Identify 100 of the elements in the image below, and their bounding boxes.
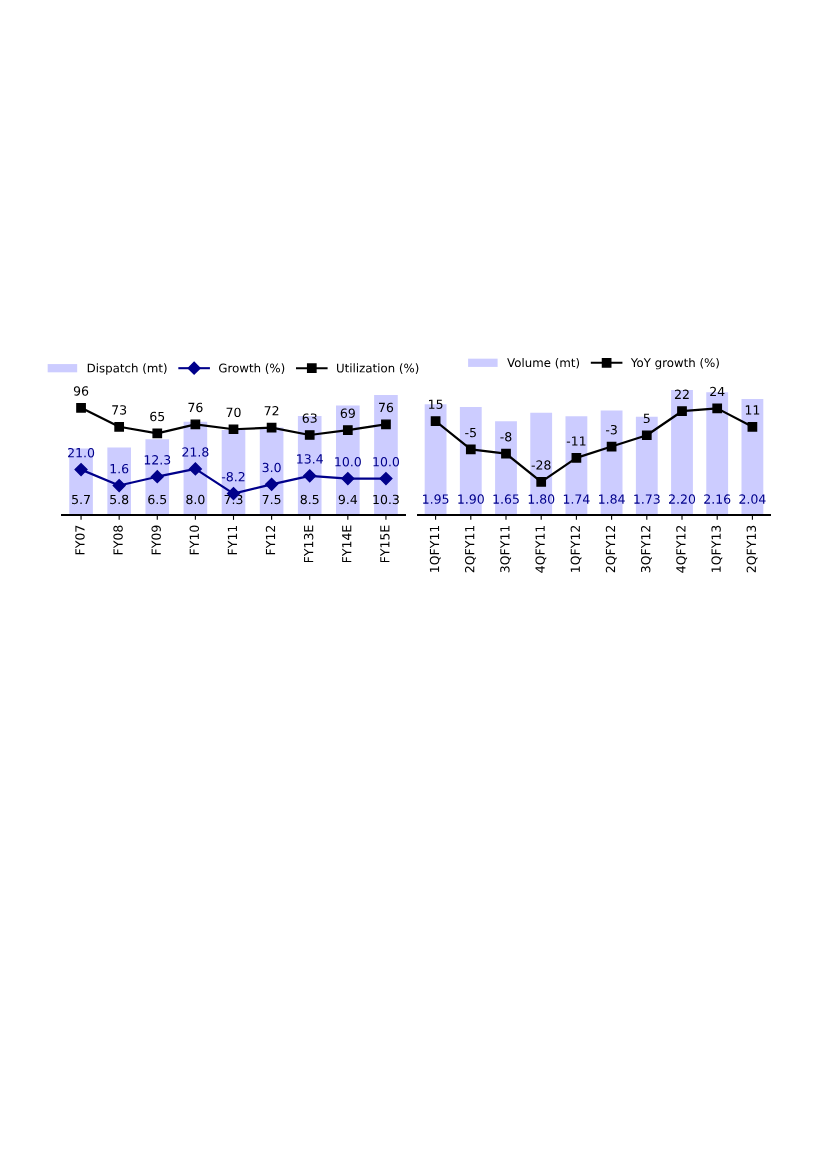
point — [379, 472, 393, 486]
data-label: 69 — [340, 408, 355, 418]
data-label: 5 — [643, 413, 650, 424]
point — [677, 406, 687, 417]
data-label: 1.90 — [458, 494, 484, 504]
point — [150, 470, 164, 484]
point — [76, 402, 86, 413]
point — [303, 469, 317, 483]
x-tick-label: 1QFY12 — [570, 525, 582, 572]
point — [571, 453, 582, 463]
data-label: 72 — [264, 406, 279, 416]
data-label: -3 — [605, 424, 617, 435]
legend-label: Volume (mt) — [507, 357, 580, 369]
data-label: 73 — [112, 405, 127, 415]
x-tick-label: 2QFY11 — [464, 525, 476, 573]
point — [712, 403, 723, 414]
data-label: -11 — [566, 436, 586, 446]
point — [381, 419, 391, 430]
bar — [374, 395, 398, 515]
point — [74, 462, 88, 477]
x-tick-label: FY13E — [303, 525, 314, 563]
data-label: 21.0 — [68, 447, 95, 458]
x-tick-label: FY10 — [189, 525, 200, 555]
bar — [565, 416, 588, 515]
point — [465, 444, 476, 455]
x-tick-label: 1QFY11 — [429, 525, 441, 572]
x-tick-label: FY09 — [151, 525, 161, 555]
data-label: 70 — [226, 407, 241, 418]
point — [501, 448, 511, 459]
data-label: 10.0 — [373, 457, 400, 467]
x-tick-label: 2QFY13 — [746, 525, 758, 573]
bar — [495, 421, 517, 515]
data-label: 10.0 — [335, 457, 361, 467]
x-tick-label: 4QFY12 — [676, 525, 688, 573]
data-label: 2.16 — [704, 494, 731, 504]
data-label: 5.8 — [110, 494, 129, 505]
data-label: 13.4 — [297, 454, 323, 464]
x-tick-label: FY08 — [113, 525, 123, 555]
data-label: 15 — [429, 399, 443, 409]
point — [304, 430, 315, 440]
x-tick-label: 3QFY12 — [640, 525, 652, 573]
data-label: 8.0 — [186, 494, 205, 505]
data-label: -28 — [531, 460, 551, 470]
point — [747, 421, 758, 432]
data-label: 2.20 — [669, 494, 696, 504]
data-label: 22 — [674, 389, 689, 399]
x-tick-label: FY11 — [227, 525, 237, 555]
data-label: 3.0 — [262, 462, 281, 473]
data-label: 5.7 — [72, 494, 90, 505]
point — [114, 421, 125, 432]
bar — [600, 410, 623, 515]
bar — [459, 407, 482, 515]
point — [112, 478, 126, 493]
legend-label: Utilization (%) — [337, 363, 419, 374]
x-tick-label: FY07 — [75, 525, 85, 555]
bar — [530, 412, 553, 515]
x-tick-label: FY12 — [265, 525, 276, 555]
legend-label: YoY growth (%) — [630, 357, 719, 370]
data-label: 1.74 — [563, 494, 590, 504]
data-label: 1.80 — [528, 494, 555, 504]
point — [342, 425, 353, 435]
data-label: 1.95 — [423, 494, 449, 504]
data-label: 11 — [745, 405, 760, 415]
data-label: -8 — [500, 432, 512, 442]
point — [188, 462, 202, 476]
data-label: 10.3 — [373, 494, 399, 505]
point — [265, 477, 279, 491]
x-tick-label: FY14E — [342, 525, 352, 563]
x-tick-label: 1QFY13 — [711, 525, 723, 572]
point — [430, 416, 441, 426]
point — [190, 419, 201, 430]
data-label: 76 — [188, 402, 203, 413]
point — [341, 472, 355, 486]
point — [536, 477, 547, 487]
data-label: -5 — [465, 427, 476, 438]
data-label: 12.3 — [144, 455, 171, 465]
x-tick-label: 4QFY11 — [535, 525, 547, 573]
data-label: 7.5 — [262, 494, 281, 505]
data-label: 21.8 — [182, 447, 209, 457]
data-label: 76 — [379, 402, 394, 413]
data-label: 1.65 — [493, 494, 519, 504]
bar — [741, 399, 764, 515]
bar — [145, 439, 170, 515]
point — [641, 430, 652, 441]
bar — [671, 390, 693, 515]
data-label: 1.84 — [599, 494, 625, 504]
data-label: 2.04 — [739, 494, 766, 504]
data-label: 9.4 — [338, 494, 358, 505]
x-tick-label: 2QFY12 — [605, 525, 617, 573]
point — [152, 428, 163, 439]
data-label: 24 — [710, 386, 725, 397]
legend-label: Growth (%) — [218, 363, 285, 374]
data-label: 6.5 — [148, 494, 167, 505]
data-label: 8.5 — [300, 494, 319, 505]
data-label: 63 — [302, 413, 317, 423]
data-label: 1.6 — [110, 463, 129, 474]
data-label: -8.2 — [221, 471, 245, 482]
data-label: 96 — [73, 386, 89, 396]
legend-label: Dispatch (mt) — [87, 363, 167, 375]
x-tick-label: 3QFY11 — [500, 525, 512, 573]
